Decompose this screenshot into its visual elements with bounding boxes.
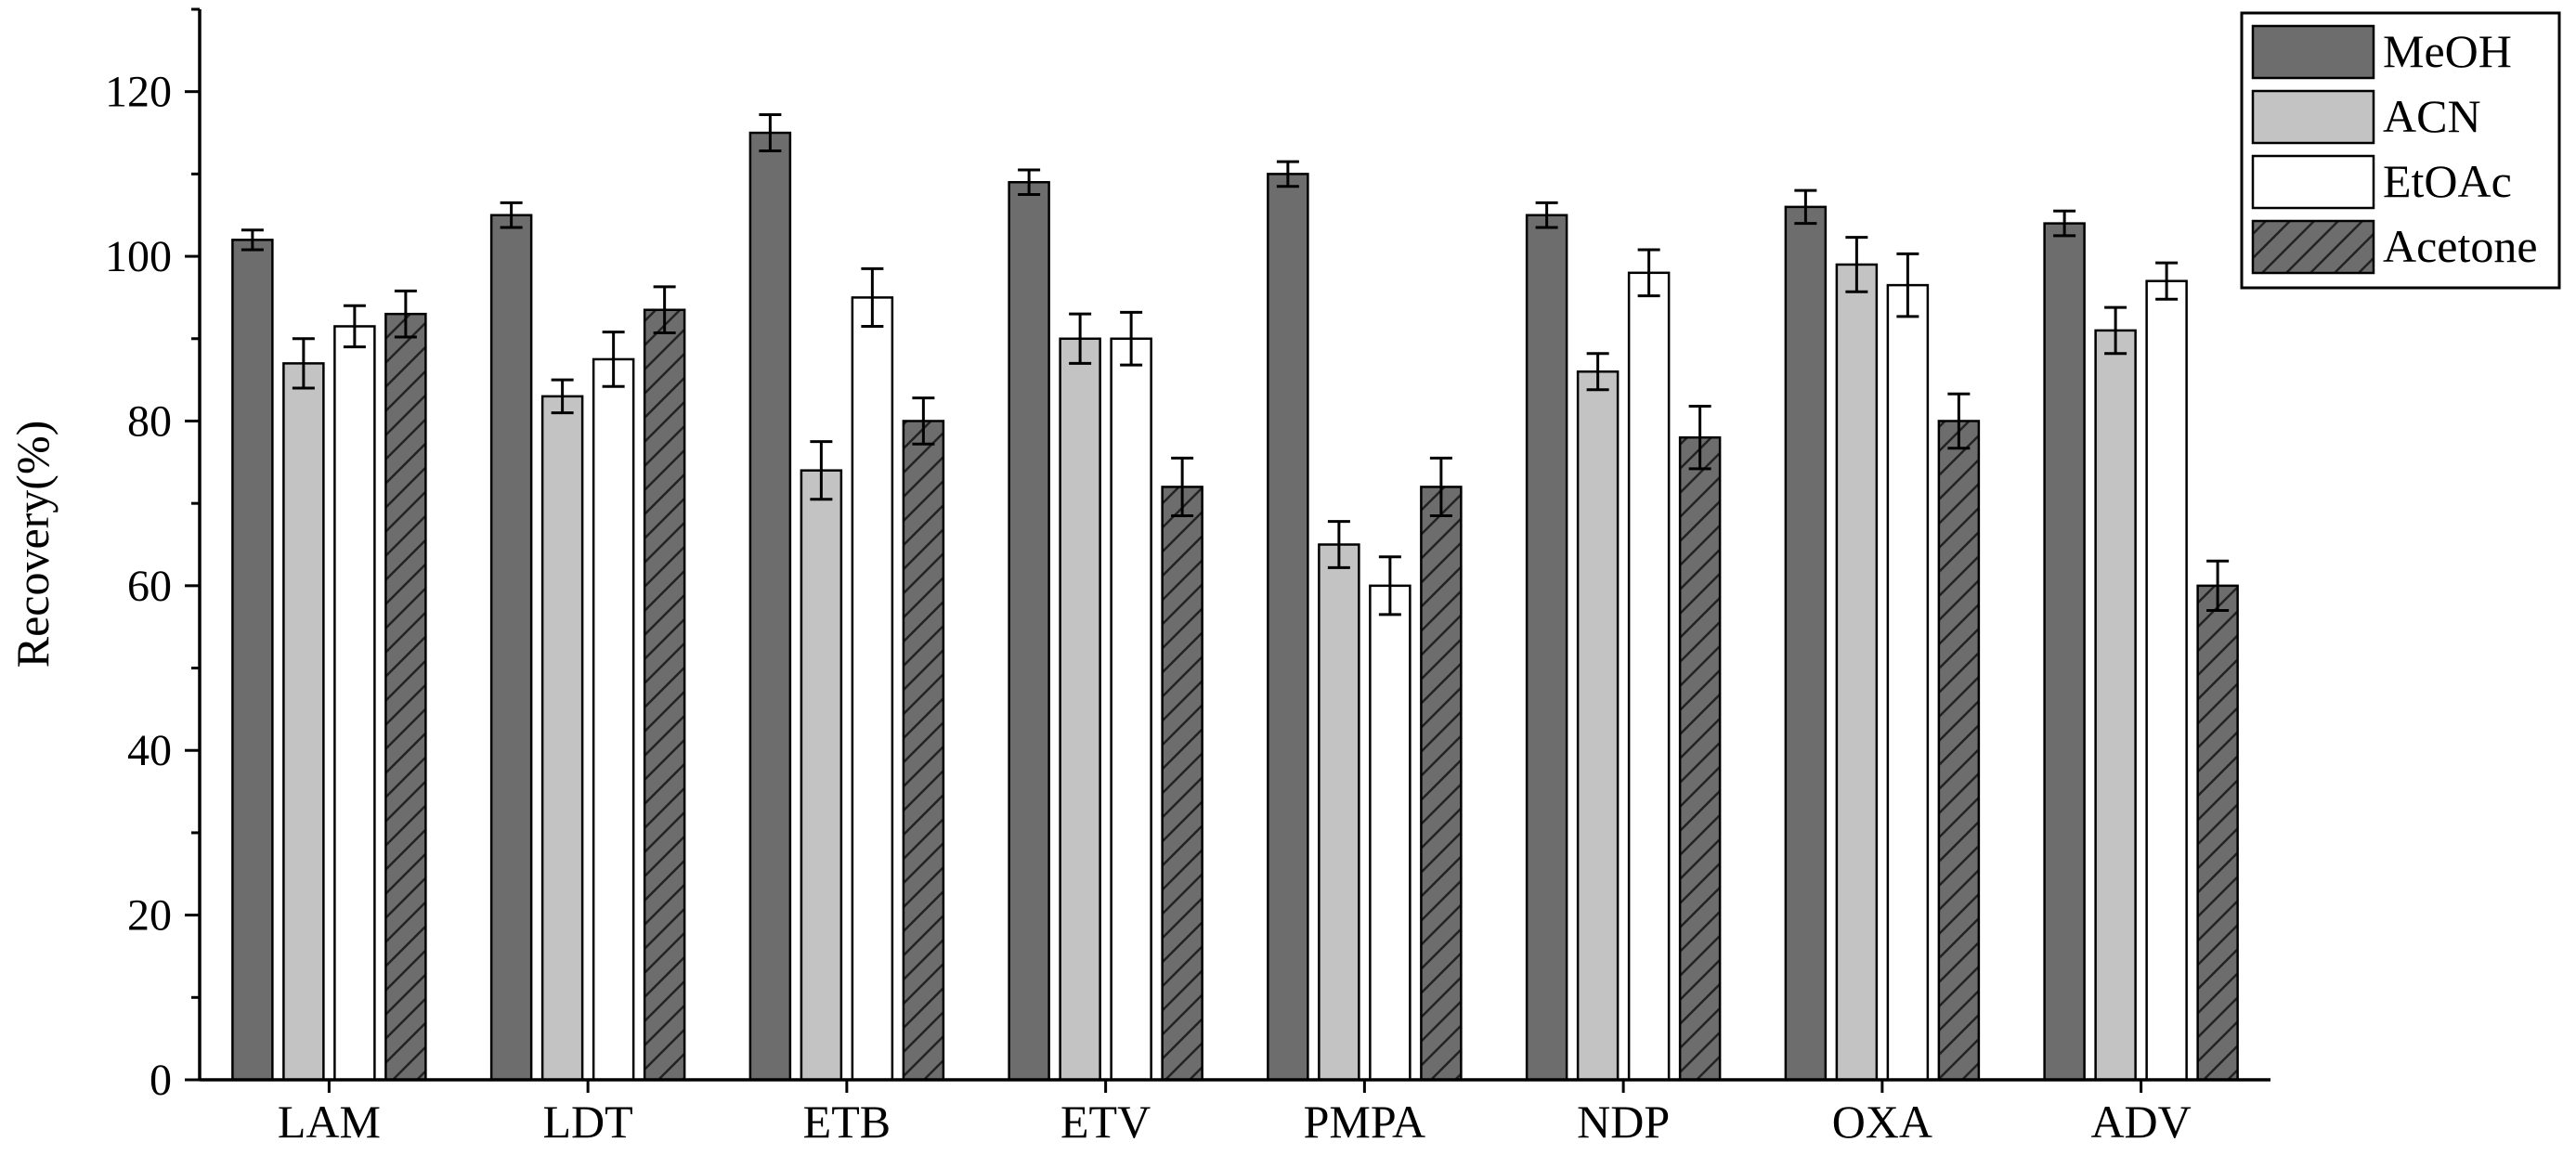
bar-acetone-etv (1161, 486, 1203, 1082)
bar-acn-ndp (1576, 370, 1620, 1082)
x-tick-label: LDT (543, 1096, 633, 1148)
legend-label-meoh: MeOH (2383, 25, 2512, 77)
bar-acetone-etb (902, 420, 945, 1082)
bar-etoac-oxa (1886, 283, 1930, 1082)
bar-acn-etb (800, 469, 843, 1082)
bar-meoh-ldt (489, 214, 533, 1082)
bar-meoh-pmpa (1267, 173, 1309, 1082)
x-tick-label: ADV (2090, 1096, 2191, 1148)
bar-meoh-lam (231, 239, 274, 1082)
y-tick-label: 100 (105, 232, 172, 281)
bar-acn-pmpa (1318, 543, 1360, 1082)
bar-acetone-lam (384, 312, 427, 1082)
y-axis-ticks: 0 20 40 60 80 100 120 (105, 7, 200, 1105)
legend-swatch-meoh (2251, 24, 2375, 80)
x-tick-label: PMPA (1304, 1096, 1426, 1148)
bar-acetone-adv (2196, 584, 2239, 1082)
x-axis-labels: LAM LDT ETB ETV PMPA NDP OXA ADV (278, 1080, 2192, 1148)
x-tick-label: ETB (803, 1096, 891, 1148)
error-bars (241, 113, 2230, 616)
legend-label-acetone: Acetone (2383, 220, 2538, 272)
bar-meoh-etb (748, 131, 792, 1082)
bar-meoh-etv (1008, 181, 1050, 1082)
bars (231, 131, 2239, 1082)
legend-swatch-etoac (2251, 154, 2375, 210)
bar-acn-ldt (540, 395, 584, 1082)
bar-acetone-oxa (1937, 420, 1981, 1082)
x-tick-label: LAM (278, 1096, 381, 1148)
legend-label-etoac: EtOAc (2383, 155, 2512, 207)
x-tick-label: NDP (1577, 1096, 1670, 1148)
bar-etoac-lam (333, 325, 376, 1082)
bar-meoh-oxa (1784, 205, 1828, 1082)
y-tick-label: 80 (127, 396, 172, 446)
bar-acn-adv (2094, 329, 2137, 1082)
y-axis-label: Recovery(%) (7, 421, 59, 668)
y-tick-label: 40 (127, 726, 172, 775)
legend-label-acn: ACN (2383, 90, 2481, 142)
x-tick-label: ETV (1060, 1096, 1151, 1148)
bar-etoac-pmpa (1369, 584, 1412, 1082)
bar-acn-lam (282, 362, 325, 1082)
bar-etoac-etb (851, 296, 894, 1082)
y-tick-label: 120 (105, 68, 172, 117)
legend-swatch-acn (2251, 89, 2375, 145)
bar-etoac-etv (1110, 337, 1152, 1082)
bar-etoac-ldt (592, 357, 635, 1082)
x-tick-label: OXA (1832, 1096, 1932, 1148)
bar-acn-oxa (1835, 263, 1879, 1082)
bar-meoh-ndp (1525, 214, 1568, 1082)
legend-swatch-acetone (2251, 219, 2375, 275)
bar-acetone-ndp (1678, 435, 1722, 1082)
bar-acetone-pmpa (1420, 486, 1463, 1082)
bar-acetone-ldt (643, 308, 686, 1082)
bar-acn-etv (1059, 337, 1101, 1082)
bar-etoac-adv (2145, 279, 2188, 1082)
y-tick-label: 60 (127, 562, 172, 611)
y-tick-label: 0 (150, 1056, 172, 1105)
bar-etoac-ndp (1627, 271, 1671, 1082)
axes (198, 9, 2270, 1082)
legend: MeOH ACN EtOAc Acetone (2240, 11, 2561, 290)
bar-meoh-adv (2043, 222, 2086, 1082)
y-tick-label: 20 (127, 891, 172, 941)
